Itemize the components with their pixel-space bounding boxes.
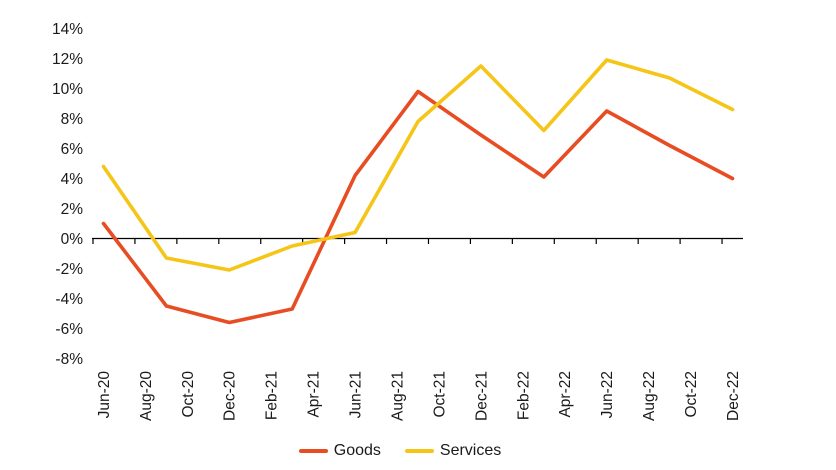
y-axis-label: 10% [52,81,83,98]
x-axis-label: Dec-21 [473,371,490,421]
legend: Goods Services [0,441,800,461]
series-line-services [101,58,735,272]
y-axis-label: 14% [52,21,83,38]
y-axis-label: 6% [61,141,84,158]
x-axis-label: Dec-20 [222,371,239,421]
x-axis-label: Jun-20 [96,371,113,419]
x-axis-label: Apr-21 [306,371,323,418]
x-axis-label: Oct-20 [180,371,197,418]
services-line-swatch [404,449,434,453]
x-axis-label: Aug-22 [641,371,658,421]
goods-line-swatch [298,449,328,453]
series-line-goods [101,89,735,325]
x-axis-label: Oct-21 [431,371,448,418]
x-axis-label: Dec-22 [725,371,742,421]
y-axis-label: 0% [61,231,84,248]
x-axis-label: Jun-22 [599,371,616,418]
y-axis-label: -8% [55,351,83,368]
y-axis-label: 4% [61,171,84,188]
x-axis-label: Aug-21 [389,371,406,421]
x-axis-label: Apr-22 [557,371,574,418]
legend-item-goods: Goods [298,442,381,459]
y-axis-label: -2% [55,261,83,278]
y-axis-label: -6% [55,321,83,338]
y-axis-label: 8% [61,111,84,128]
x-axis-label: Jun-21 [348,371,365,418]
legend-item-services: Services [404,442,502,459]
x-axis-label: Feb-21 [264,371,281,420]
y-axis-label: -4% [55,291,83,308]
y-axis-label: 12% [52,51,83,68]
x-axis-label: Feb-22 [515,371,532,420]
legend-label-services: Services [439,442,502,459]
x-axis-label: Oct-22 [683,371,700,418]
x-axis-label: Aug-20 [138,371,155,421]
y-axis-label: 2% [61,201,84,218]
legend-label-goods: Goods [333,442,381,459]
